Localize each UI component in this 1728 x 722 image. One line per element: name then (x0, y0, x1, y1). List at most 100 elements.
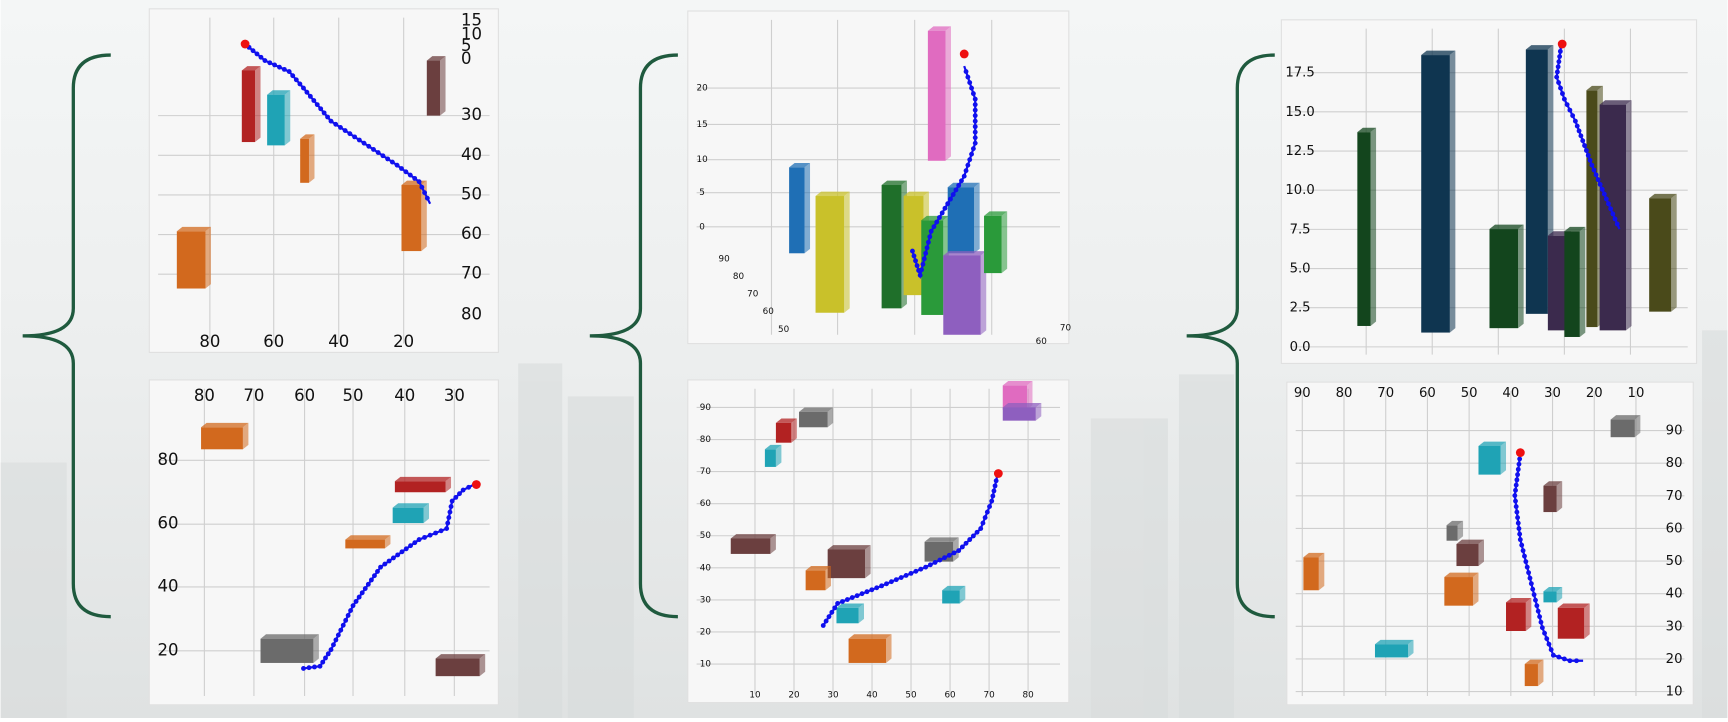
obstacle-top (730, 534, 776, 539)
tick-label: 70 (983, 690, 995, 700)
obstacle-side (858, 603, 864, 624)
trajectory-point (1542, 630, 1547, 636)
trajectory-point (990, 493, 996, 499)
trajectory-point (1515, 466, 1521, 472)
obstacle-side (1634, 415, 1641, 438)
tick-label: 70 (461, 264, 482, 283)
obstacle-top (1564, 226, 1586, 232)
trajectory-point (258, 54, 264, 60)
tick-label: 30 (1544, 386, 1561, 401)
tick-label: 40 (461, 145, 482, 164)
trajectory-point (277, 64, 282, 70)
obstacle (1303, 557, 1319, 591)
trajectory-point (453, 494, 459, 500)
obstacle (927, 30, 946, 161)
trajectory-point (321, 110, 327, 116)
obstacle (799, 411, 828, 428)
obstacle-top (1303, 552, 1325, 558)
trajectory-point (1539, 625, 1545, 631)
trajectory-point (972, 135, 978, 141)
tick-label: 70 (1666, 489, 1683, 504)
obstacle (1547, 235, 1566, 331)
trajectory-point (361, 140, 367, 146)
obstacle (241, 70, 256, 143)
trajectory-point (399, 549, 405, 555)
trajectory-point (963, 69, 969, 75)
tick-label: 70 (243, 386, 264, 405)
tick-label: 90 (1294, 386, 1311, 401)
obstacle-top (435, 654, 486, 659)
obstacle-side (1518, 224, 1524, 329)
obstacle-side (284, 90, 291, 146)
obstacle-side (1556, 586, 1563, 603)
trajectory-point (1537, 614, 1543, 620)
obstacle-top (267, 90, 291, 95)
trajectory-point (447, 509, 453, 515)
obstacle-top (799, 407, 834, 412)
obstacle-side (1626, 100, 1632, 331)
plot-panel: 17.5 15.0 12.5 10.0 7.5 5.0 2.5 0.0 (1280, 19, 1698, 364)
obstacle-top (300, 134, 315, 139)
trajectory-point (323, 655, 328, 661)
trajectory-point (372, 573, 377, 579)
trajectory-point (920, 261, 926, 267)
trajectory-point (338, 125, 343, 130)
trajectory-point (1556, 654, 1562, 660)
obstacle-top (942, 585, 966, 591)
obstacle (176, 231, 206, 289)
plot-area (148, 8, 499, 353)
tick-label: 0 (461, 49, 472, 68)
trajectory-point (992, 483, 998, 489)
trajectory-point (1567, 658, 1573, 664)
trajectory-point (412, 540, 418, 546)
trajectory-point (1556, 80, 1562, 86)
trajectory-point (931, 224, 937, 230)
trajectory-point (913, 568, 919, 574)
trajectory-point (1517, 537, 1523, 543)
trajectory-point (984, 509, 990, 515)
obstacle (1525, 49, 1548, 314)
trajectory-point (908, 570, 914, 576)
trajectory-point (927, 234, 933, 240)
tick-label: 60 (158, 514, 179, 533)
trajectory-point (844, 597, 850, 602)
trajectory-point (365, 581, 371, 587)
obstacle-top (1524, 659, 1544, 665)
obstacle-top (1525, 45, 1554, 50)
obstacle-top (921, 215, 949, 221)
trajectory-point (403, 546, 409, 552)
obstacle (401, 185, 422, 252)
trajectory-point (1550, 652, 1556, 658)
obstacle (1456, 544, 1479, 567)
trajectory-point (982, 515, 988, 520)
plot-area (687, 10, 1070, 345)
obstacle-side (313, 634, 319, 663)
trajectory-point (1561, 96, 1567, 102)
obstacle-side (945, 26, 951, 161)
trajectory-point (956, 182, 962, 188)
obstacle (789, 167, 805, 254)
tick-label: 15 (697, 120, 708, 130)
obstacle (1357, 132, 1371, 326)
trajectory-point (859, 591, 865, 597)
trajectory-point (1515, 520, 1521, 526)
trajectory-point (424, 195, 430, 201)
tick-label: 12.5 (1285, 144, 1314, 159)
trajectory-point (333, 121, 339, 127)
tick-label: 70 (747, 290, 759, 300)
trajectory-point (1524, 564, 1530, 570)
trajectory-point (267, 60, 273, 66)
obstacle-side (1035, 403, 1042, 421)
tick-label: 70 (1060, 324, 1072, 334)
trajectory-point (353, 598, 359, 604)
tick-label: 80 (158, 450, 179, 469)
trajectory-point (448, 504, 454, 509)
trajectory-point (963, 168, 969, 174)
obstacle (805, 570, 826, 591)
obstacle-side (775, 444, 782, 467)
obstacle-top (345, 535, 391, 540)
trajectory-point (457, 491, 462, 497)
trajectory-point (959, 544, 965, 550)
trajectory-point (408, 543, 413, 549)
trajectory-point (974, 529, 980, 535)
